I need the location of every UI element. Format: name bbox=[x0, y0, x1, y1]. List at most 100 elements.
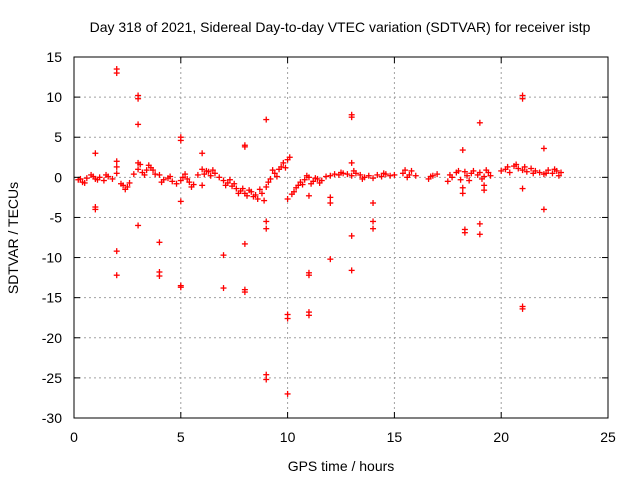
data-point bbox=[220, 177, 227, 184]
data-point bbox=[461, 229, 468, 236]
data-point bbox=[461, 168, 468, 175]
y-tick-label: 10 bbox=[46, 89, 62, 105]
data-point bbox=[81, 179, 88, 186]
data-point bbox=[167, 173, 174, 180]
data-point bbox=[549, 170, 556, 177]
data-point bbox=[427, 173, 434, 180]
x-axis-label: GPS time / hours bbox=[288, 458, 395, 474]
data-point bbox=[476, 220, 483, 227]
data-point bbox=[558, 169, 565, 176]
data-point bbox=[348, 159, 355, 166]
data-point bbox=[476, 119, 483, 126]
data-point bbox=[150, 167, 157, 174]
data-point bbox=[263, 116, 270, 123]
data-point bbox=[141, 171, 148, 178]
data-point bbox=[543, 170, 550, 177]
y-tick-label: 15 bbox=[46, 49, 62, 65]
data-point bbox=[504, 163, 511, 170]
data-point bbox=[284, 195, 291, 202]
data-point bbox=[391, 171, 398, 178]
data-point bbox=[194, 171, 201, 178]
data-point bbox=[348, 172, 355, 179]
data-point bbox=[523, 168, 530, 175]
x-tick-label: 25 bbox=[600, 429, 616, 445]
data-point bbox=[269, 167, 276, 174]
data-point bbox=[113, 158, 120, 165]
data-point bbox=[444, 178, 451, 185]
data-point bbox=[201, 171, 208, 178]
data-point bbox=[113, 272, 120, 279]
data-point bbox=[92, 206, 99, 213]
data-point bbox=[540, 145, 547, 152]
data-point bbox=[305, 192, 312, 199]
data-point bbox=[378, 173, 385, 180]
y-tick-label: 5 bbox=[54, 129, 62, 145]
axis-ticks: 0 5 10 15 20 25 15 10 5 0 -5 -10 -15 -20 -25 -30 bbox=[42, 49, 616, 445]
data-point bbox=[220, 252, 227, 259]
data-point bbox=[186, 179, 193, 186]
data-point bbox=[120, 182, 127, 189]
data-point bbox=[248, 188, 255, 195]
data-point bbox=[239, 185, 246, 192]
data-point bbox=[459, 190, 466, 197]
y-tick-label: -30 bbox=[42, 410, 62, 426]
grid bbox=[74, 57, 608, 418]
data-point bbox=[177, 177, 184, 184]
data-point bbox=[327, 256, 334, 263]
data-point bbox=[261, 197, 268, 204]
data-point bbox=[135, 95, 142, 102]
data-point bbox=[303, 172, 310, 179]
data-point bbox=[519, 95, 526, 102]
data-point bbox=[169, 178, 176, 185]
data-point bbox=[455, 167, 462, 174]
data-point bbox=[135, 222, 142, 229]
data-point bbox=[177, 198, 184, 205]
data-point bbox=[459, 147, 466, 154]
data-point bbox=[481, 173, 488, 180]
data-point bbox=[536, 169, 543, 176]
data-point bbox=[143, 167, 150, 174]
data-point bbox=[278, 163, 285, 170]
data-point bbox=[273, 173, 280, 180]
data-point bbox=[301, 176, 308, 183]
data-point bbox=[188, 183, 195, 190]
data-point bbox=[513, 161, 520, 168]
data-point bbox=[348, 267, 355, 274]
data-point bbox=[173, 180, 180, 187]
data-point bbox=[263, 218, 270, 225]
data-point bbox=[205, 168, 212, 175]
data-point bbox=[271, 170, 278, 177]
data-point bbox=[282, 164, 289, 171]
data-point bbox=[263, 225, 270, 232]
data-point bbox=[402, 167, 409, 174]
data-point bbox=[156, 273, 163, 280]
data-point bbox=[263, 183, 270, 190]
data-point bbox=[312, 175, 319, 182]
data-point bbox=[280, 159, 287, 166]
data-point bbox=[357, 171, 364, 178]
data-point bbox=[92, 150, 99, 157]
data-point bbox=[135, 121, 142, 128]
data-point bbox=[83, 175, 90, 182]
data-point bbox=[291, 188, 298, 195]
data-points bbox=[75, 66, 565, 397]
data-point bbox=[152, 171, 159, 178]
data-point bbox=[100, 177, 107, 184]
y-tick-label: -10 bbox=[42, 250, 62, 266]
data-point bbox=[457, 176, 464, 183]
x-tick-label: 5 bbox=[177, 429, 185, 445]
x-tick-label: 15 bbox=[387, 429, 403, 445]
data-point bbox=[135, 159, 142, 166]
data-point bbox=[77, 175, 84, 182]
data-point bbox=[263, 376, 270, 383]
data-point bbox=[233, 185, 240, 192]
data-point bbox=[545, 167, 552, 174]
data-point bbox=[374, 171, 381, 178]
data-point bbox=[521, 163, 528, 170]
data-point bbox=[316, 179, 323, 186]
y-tick-label: 0 bbox=[54, 169, 62, 185]
data-point bbox=[284, 390, 291, 397]
data-point bbox=[241, 143, 248, 150]
data-point bbox=[90, 173, 97, 180]
data-point bbox=[327, 194, 334, 201]
